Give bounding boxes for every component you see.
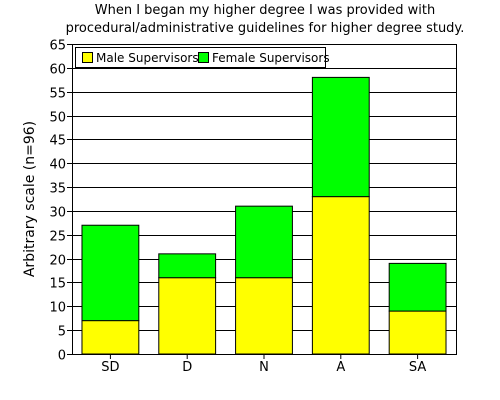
x-axis: SD D N A SA (101, 354, 426, 375)
x-tick-label: D (182, 360, 192, 375)
y-tick-label: 5 (58, 325, 66, 340)
x-tick-label: N (259, 360, 269, 375)
y-tick-label: 0 (58, 349, 66, 364)
x-tick-label: SA (409, 360, 426, 375)
y-axis: 0 5 10 15 20 25 30 35 40 45 50 55 60 65 (49, 39, 72, 364)
chart-title-line-1: When I began my higher degree I was prov… (94, 3, 436, 18)
y-tick-label: 55 (49, 87, 66, 102)
legend: Male Supervisors Female Supervisors (75, 47, 330, 68)
y-tick-label: 65 (49, 39, 66, 54)
bar-male-d (158, 277, 217, 355)
y-tick-label: 40 (49, 158, 66, 173)
y-tick-label: 20 (49, 254, 66, 269)
y-tick-label: 60 (49, 63, 66, 78)
chart-title: When I began my higher degree I was prov… (0, 2, 500, 38)
y-tick-label: 10 (49, 301, 66, 316)
legend-label-female: Female Supervisors (212, 51, 330, 65)
legend-swatch-male (82, 52, 93, 63)
legend-label-male: Male Supervisors (96, 51, 199, 65)
bar-female-n (235, 205, 293, 279)
chart-title-line-2: procedural/administrative guidelines for… (65, 21, 465, 36)
bar-male-sa (388, 310, 447, 355)
bar-female-sa (388, 262, 447, 312)
y-tick-label: 15 (49, 277, 66, 292)
bar-female-a (311, 76, 370, 198)
bars (81, 76, 447, 355)
y-tick-label: 50 (49, 111, 66, 126)
bar-female-sd (81, 224, 140, 322)
x-tick-label: SD (101, 360, 119, 375)
bar-male-a (311, 196, 370, 355)
bar-female-d (158, 253, 217, 279)
bar-male-sd (81, 320, 140, 355)
y-tick-label: 35 (49, 182, 66, 197)
legend-swatch-female (198, 52, 209, 63)
y-tick-label: 45 (49, 134, 66, 149)
x-tick-label: A (336, 360, 345, 375)
y-axis-label: Arbitrary scale (n=96) (22, 121, 38, 277)
y-tick-label: 30 (49, 206, 66, 221)
bar-male-n (235, 277, 293, 355)
y-tick-label: 25 (49, 230, 66, 245)
